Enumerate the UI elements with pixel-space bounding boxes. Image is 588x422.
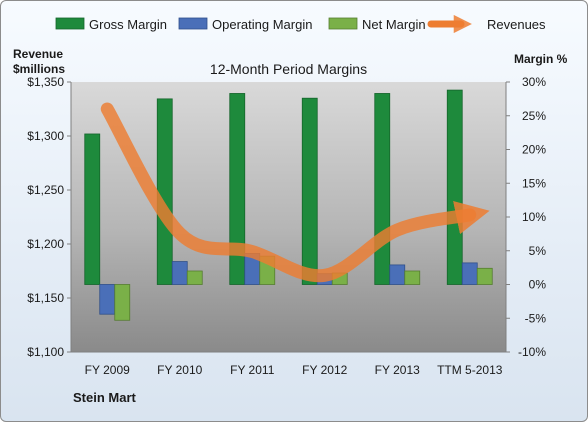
right-tick-label: 10% [522, 210, 546, 224]
operating-margin-bar [461, 262, 478, 285]
left-tick-label: $1,350 [27, 75, 64, 89]
legend-label-gross-margin: Gross Margin [89, 17, 167, 32]
legend-label-net-margin: Net Margin [362, 17, 426, 32]
legend-label-revenues: Revenues [487, 17, 546, 32]
left-axis-label-line1: Revenue [13, 47, 63, 61]
left-axis-label-line2: $millions [13, 62, 65, 76]
left-tick-label: $1,200 [27, 237, 64, 251]
operating-margin-bar [99, 284, 116, 315]
right-tick-label: 30% [522, 75, 546, 89]
right-axis-label: Margin % [514, 52, 568, 66]
net-margin-bar [476, 267, 493, 285]
right-tick-label: 25% [522, 109, 546, 123]
right-tick-label: 20% [522, 143, 546, 157]
right-tick-label: -10% [518, 345, 546, 359]
x-tick-label: FY 2012 [302, 363, 347, 377]
net-margin-bar [404, 270, 421, 285]
gross-margin-bar [374, 93, 391, 285]
gross-margin-bar [229, 93, 246, 285]
net-margin-bar [186, 270, 203, 285]
left-tick-label: $1,100 [27, 345, 64, 359]
x-tick-label: FY 2009 [85, 363, 130, 377]
gross-margin-bar [301, 97, 318, 285]
legend-label-operating-margin: Operating Margin [212, 17, 312, 32]
right-tick-label: 15% [522, 176, 546, 190]
right-tick-label: -5% [525, 311, 547, 325]
x-tick-label: FY 2013 [375, 363, 420, 377]
revenues-line [100, 102, 490, 283]
operating-margin-bar [171, 261, 188, 285]
right-tick-label: 0% [529, 278, 547, 292]
x-tick-label: FY 2011 [230, 363, 275, 377]
net-margin-bar [114, 284, 131, 321]
x-tick-label: FY 2010 [157, 363, 202, 377]
left-tick-label: $1,300 [27, 129, 64, 143]
gross-margin-bar [156, 98, 173, 285]
x-tick-label: TTM 5-2013 [437, 363, 503, 377]
company-label: Stein Mart [73, 390, 137, 405]
gross-margin-bar [446, 89, 463, 285]
operating-margin-bar [389, 264, 406, 285]
right-tick-label: 5% [529, 244, 547, 258]
legend-swatch-net-margin [328, 17, 358, 30]
left-tick-label: $1,250 [27, 183, 64, 197]
legend-swatch-gross-margin [55, 17, 85, 30]
legend-swatch-operating-margin [178, 17, 208, 30]
chart-title: 12-Month Period Margins [210, 61, 367, 77]
left-tick-label: $1,150 [27, 291, 64, 305]
gross-margin-bar [84, 133, 101, 285]
